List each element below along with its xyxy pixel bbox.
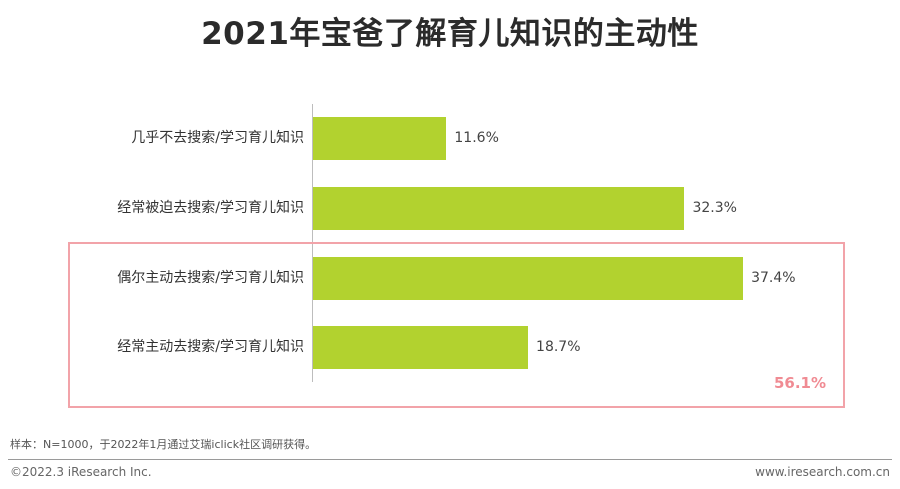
highlight-total-label: 56.1% (773, 374, 826, 392)
bar-4 (313, 326, 529, 369)
category-label-3: 偶尔主动去搜索/学习育儿知识 (117, 270, 304, 286)
bar-1 (313, 117, 447, 160)
chart-title: 2021年宝爸了解育儿知识的主动性 (201, 16, 699, 52)
bar-3 (313, 257, 744, 300)
category-label-1: 几乎不去搜索/学习育儿知识 (131, 130, 304, 146)
value-label-3: 37.4% (751, 270, 796, 286)
footer-copyright: ©2022.3 iResearch Inc. (10, 465, 152, 479)
footer-website: www.iresearch.com.cn (755, 465, 890, 479)
sample-note: 样本：N=1000，于2022年1月通过艾瑞iclick社区调研获得。 (10, 438, 317, 451)
value-label-1: 11.6% (454, 130, 499, 146)
footer-divider (8, 459, 892, 460)
category-label-2: 经常被迫去搜索/学习育儿知识 (117, 200, 304, 216)
highlight-box (68, 242, 845, 408)
category-label-4: 经常主动去搜索/学习育儿知识 (117, 339, 304, 355)
value-label-2: 32.3% (692, 200, 737, 216)
value-label-4: 18.7% (536, 339, 581, 355)
bar-2 (313, 187, 685, 230)
